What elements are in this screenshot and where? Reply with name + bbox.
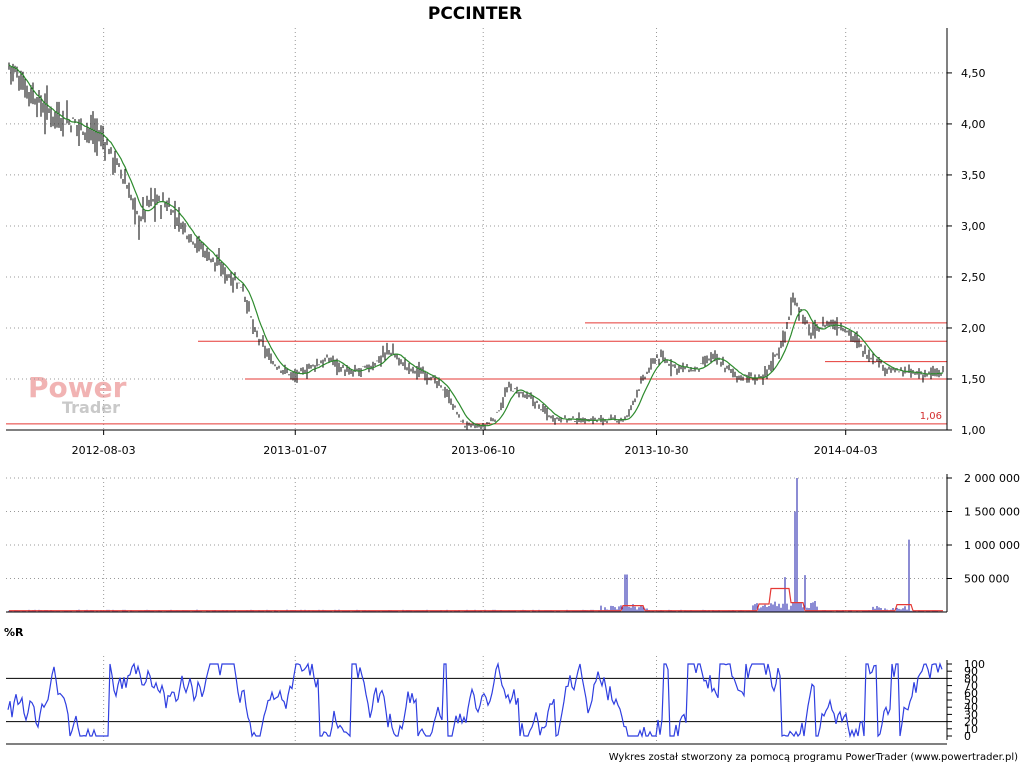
level-label: 1,06 bbox=[920, 411, 942, 422]
chart-title: PCCINTER bbox=[428, 4, 522, 24]
support-resistance-levels: 1,06 bbox=[6, 322, 947, 425]
y-tick-label: 4,50 bbox=[961, 67, 986, 80]
y-tick-label: 30 bbox=[964, 708, 978, 721]
y-tick-label: 70 bbox=[964, 680, 978, 693]
y-tick-label: 40 bbox=[964, 701, 978, 714]
x-tick-label: 2013-01-07 bbox=[263, 444, 327, 457]
y-tick-label: 1 000 000 bbox=[964, 539, 1020, 552]
y-tick-label: 3,50 bbox=[961, 169, 986, 182]
y-tick-label: 2,50 bbox=[961, 271, 986, 284]
watermark-logo: Power Trader bbox=[28, 371, 127, 417]
y-tick-label: 500 000 bbox=[964, 573, 1010, 586]
watermark-trader: Trader bbox=[62, 398, 120, 417]
volume-axes: 500 000 1 000 000 1 500 000 2 000 000 bbox=[6, 472, 1020, 613]
y-tick-label: 80 bbox=[964, 672, 978, 685]
y-tick-label: 60 bbox=[964, 687, 978, 700]
y-tick-label: 1 500 000 bbox=[964, 506, 1020, 519]
y-tick-label: 3,00 bbox=[961, 220, 986, 233]
williams-r-label: %R bbox=[4, 626, 24, 639]
y-tick-label: 50 bbox=[964, 694, 978, 707]
williams-r-grid bbox=[6, 677, 947, 723]
y-tick-label: 1,00 bbox=[961, 424, 986, 437]
y-tick-label: 10 bbox=[964, 723, 978, 736]
y-tick-label: 2,00 bbox=[961, 322, 986, 335]
y-tick-label: 2 000 000 bbox=[964, 472, 1020, 485]
y-tick-label: 100 bbox=[964, 658, 985, 671]
x-tick-label: 2013-06-10 bbox=[451, 444, 515, 457]
williams-r-line bbox=[7, 661, 943, 739]
volume-grid bbox=[6, 477, 947, 579]
y-tick-label: 1,50 bbox=[961, 373, 986, 386]
y-tick-label: 90 bbox=[964, 665, 978, 678]
x-tick-label: 2014-04-03 bbox=[814, 444, 878, 457]
x-tick-label: 2012-08-03 bbox=[72, 444, 136, 457]
footer-credit: Wykres został stworzony za pomocą progra… bbox=[609, 752, 1018, 763]
watermark-power: Power bbox=[28, 371, 127, 404]
volume-average-line bbox=[9, 587, 943, 612]
y-tick-label: 4,00 bbox=[961, 118, 986, 131]
price-axes: 2012-08-03 2013-01-07 2013-06-10 2013-10-30… bbox=[6, 28, 986, 457]
x-tick-label: 2013-10-30 bbox=[625, 444, 689, 457]
y-tick-label: 0 bbox=[964, 730, 971, 743]
price-grid bbox=[6, 28, 947, 741]
y-tick-label: 20 bbox=[964, 716, 978, 729]
moving-average-line bbox=[8, 64, 944, 427]
price-bars bbox=[8, 62, 944, 430]
